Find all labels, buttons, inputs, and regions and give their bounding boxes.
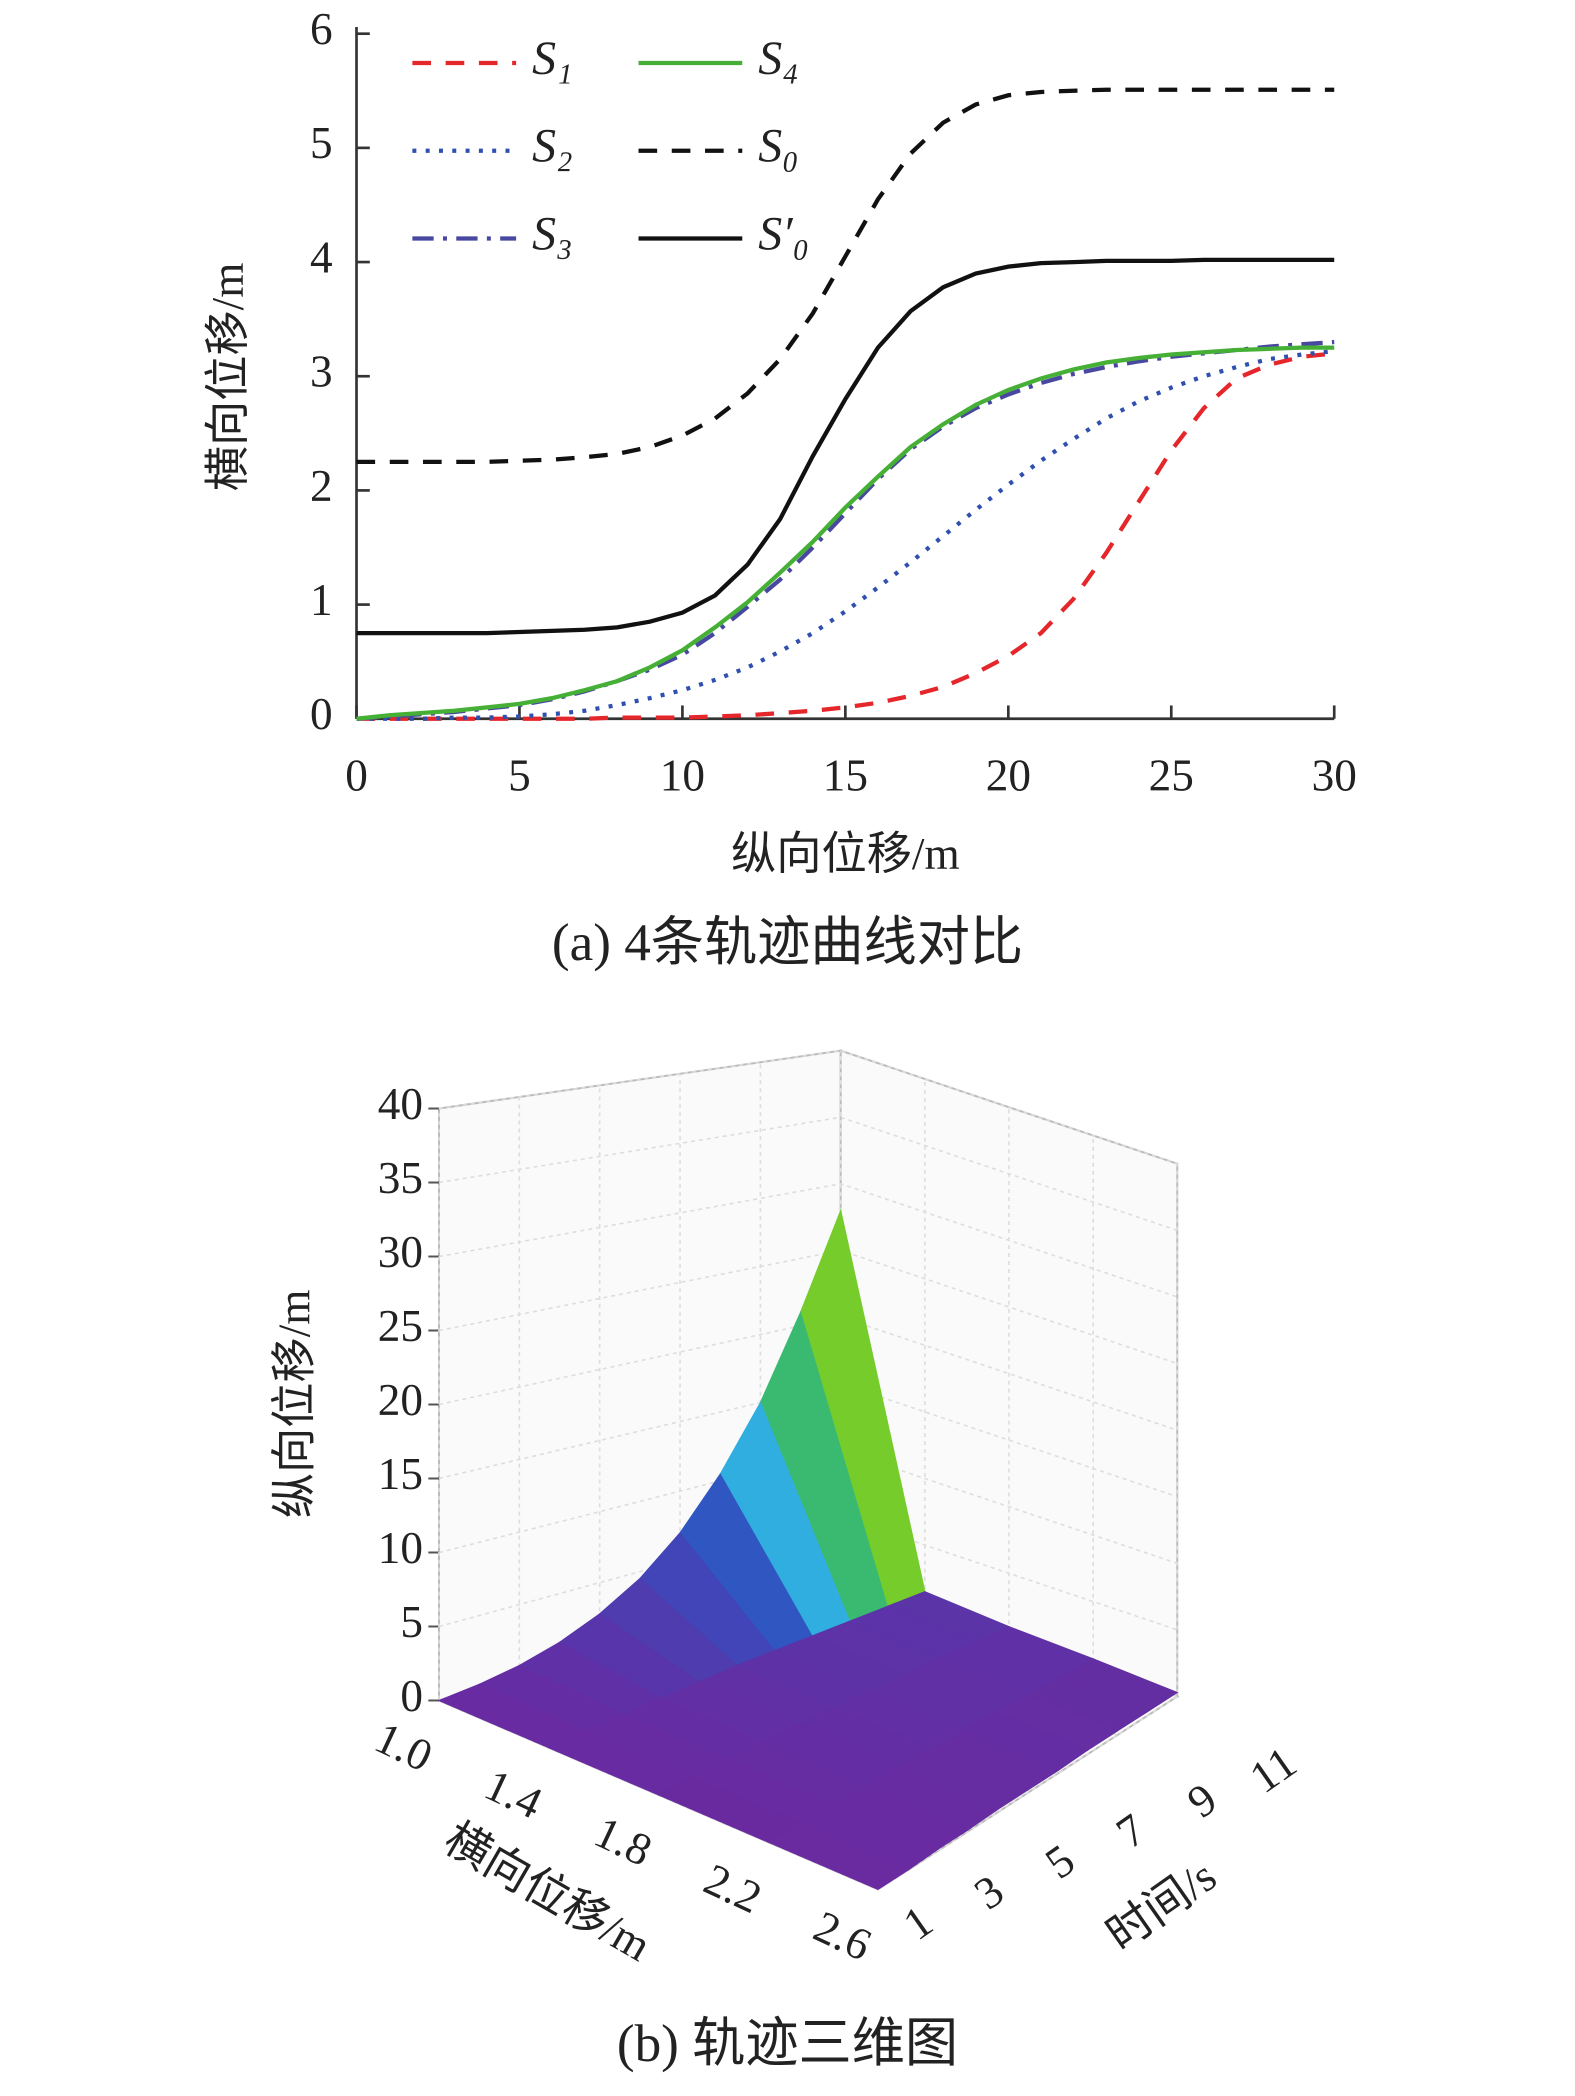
series-line xyxy=(356,351,1335,721)
z-tick-label: 30 xyxy=(378,1227,423,1277)
y-tick-label: 5 xyxy=(1036,1835,1083,1889)
x-tick-label: 2.6 xyxy=(806,1901,878,1970)
grid-line xyxy=(438,1449,1178,1565)
z-tick-label: 10 xyxy=(378,1523,423,1573)
x-tick-label: 25 xyxy=(1149,750,1194,800)
y-tick-label: 5 xyxy=(310,118,333,168)
y-tick-label: 11 xyxy=(1241,1737,1305,1803)
series-line xyxy=(356,87,1335,465)
x-tick-label: 0 xyxy=(345,750,368,800)
series-line xyxy=(356,345,1335,721)
y-tick-label: 3 xyxy=(310,347,333,397)
y-tick-label: 2 xyxy=(310,461,333,511)
x-tick-label: 5 xyxy=(508,750,531,800)
x-tick-label: 1.0 xyxy=(368,1712,440,1781)
x-axis-title: 纵向位移/m xyxy=(731,829,960,879)
z-axis-title: 纵向位移/m xyxy=(270,1290,320,1519)
z-tick-label: 25 xyxy=(378,1301,423,1351)
z-tick-label: 5 xyxy=(400,1597,423,1647)
z-tick-label: 15 xyxy=(378,1449,423,1499)
x-tick-label: 10 xyxy=(660,750,705,800)
grid-line xyxy=(518,1096,939,1852)
z-tick-label: 35 xyxy=(378,1153,423,1203)
surface-patch xyxy=(767,1822,910,1890)
legend-label: S₁ xyxy=(532,32,573,85)
series-line xyxy=(356,348,1335,721)
y-axis-title: 时间/s xyxy=(1098,1850,1225,1960)
legend-label: S₃ xyxy=(532,208,573,261)
grid-line xyxy=(679,1073,1058,1775)
x-tick-label: 2.2 xyxy=(697,1854,769,1923)
grid-line xyxy=(438,1108,879,1891)
x-tick-label: 15 xyxy=(823,750,868,800)
y-tick-label: 1 xyxy=(310,575,333,625)
x-tick-label: 1.8 xyxy=(587,1807,659,1876)
y-tick-label: 9 xyxy=(1178,1773,1225,1827)
legend-label: S₀ xyxy=(758,120,799,173)
z-tick-label: 20 xyxy=(378,1375,423,1425)
grid-line xyxy=(759,1062,1118,1736)
caption: (a) 4条轨迹曲线对比 xyxy=(552,913,1023,972)
legend-label: S′₀ xyxy=(758,208,809,261)
z-tick-label: 40 xyxy=(378,1079,423,1129)
y-tick-label: 6 xyxy=(310,4,333,54)
y-tick-label: 7 xyxy=(1107,1804,1154,1858)
grid-line xyxy=(438,1316,1178,1431)
y-tick-label: 3 xyxy=(965,1865,1012,1919)
caption: (b) 轨迹三维图 xyxy=(617,2014,958,2073)
z-tick-label: 0 xyxy=(400,1671,423,1721)
y-axis-title: 横向位移/m xyxy=(203,263,253,492)
y-tick-label: 0 xyxy=(310,689,333,739)
series-line xyxy=(356,257,1335,636)
x-tick-label: 20 xyxy=(986,750,1031,800)
x-tick-label: 1.4 xyxy=(477,1759,549,1828)
legend-label: S₄ xyxy=(758,32,799,85)
grid-line xyxy=(438,1382,1178,1498)
grid-line xyxy=(877,1163,1179,1891)
legend-label: S₂ xyxy=(532,120,573,173)
grid-line xyxy=(598,1085,998,1813)
y-tick-label: 1 xyxy=(894,1896,941,1950)
x-tick-label: 30 xyxy=(1312,750,1357,800)
y-tick-label: 4 xyxy=(310,232,333,282)
